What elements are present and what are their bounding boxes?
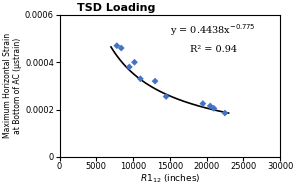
- Point: [132, 61, 137, 64]
- Text: R² = 0.94: R² = 0.94: [189, 45, 237, 54]
- Point: [164, 95, 168, 98]
- Point: [115, 44, 119, 47]
- X-axis label: $\mathit{R1}_{12}$ (inches): $\mathit{R1}_{12}$ (inches): [139, 173, 200, 185]
- Point: [212, 107, 216, 110]
- Point: [223, 111, 227, 114]
- Point: [200, 102, 205, 105]
- Point: [119, 47, 124, 50]
- Point: [208, 105, 213, 108]
- Text: y = 0.4438x$^{-0.775}$: y = 0.4438x$^{-0.775}$: [170, 23, 256, 38]
- Text: TSD Loading: TSD Loading: [77, 3, 155, 13]
- Point: [153, 80, 157, 83]
- Y-axis label: Maximum Horizontal Strain
at Bottom of AC (μstrain): Maximum Horizontal Strain at Bottom of A…: [3, 33, 22, 138]
- Point: [127, 65, 132, 68]
- Point: [138, 77, 143, 80]
